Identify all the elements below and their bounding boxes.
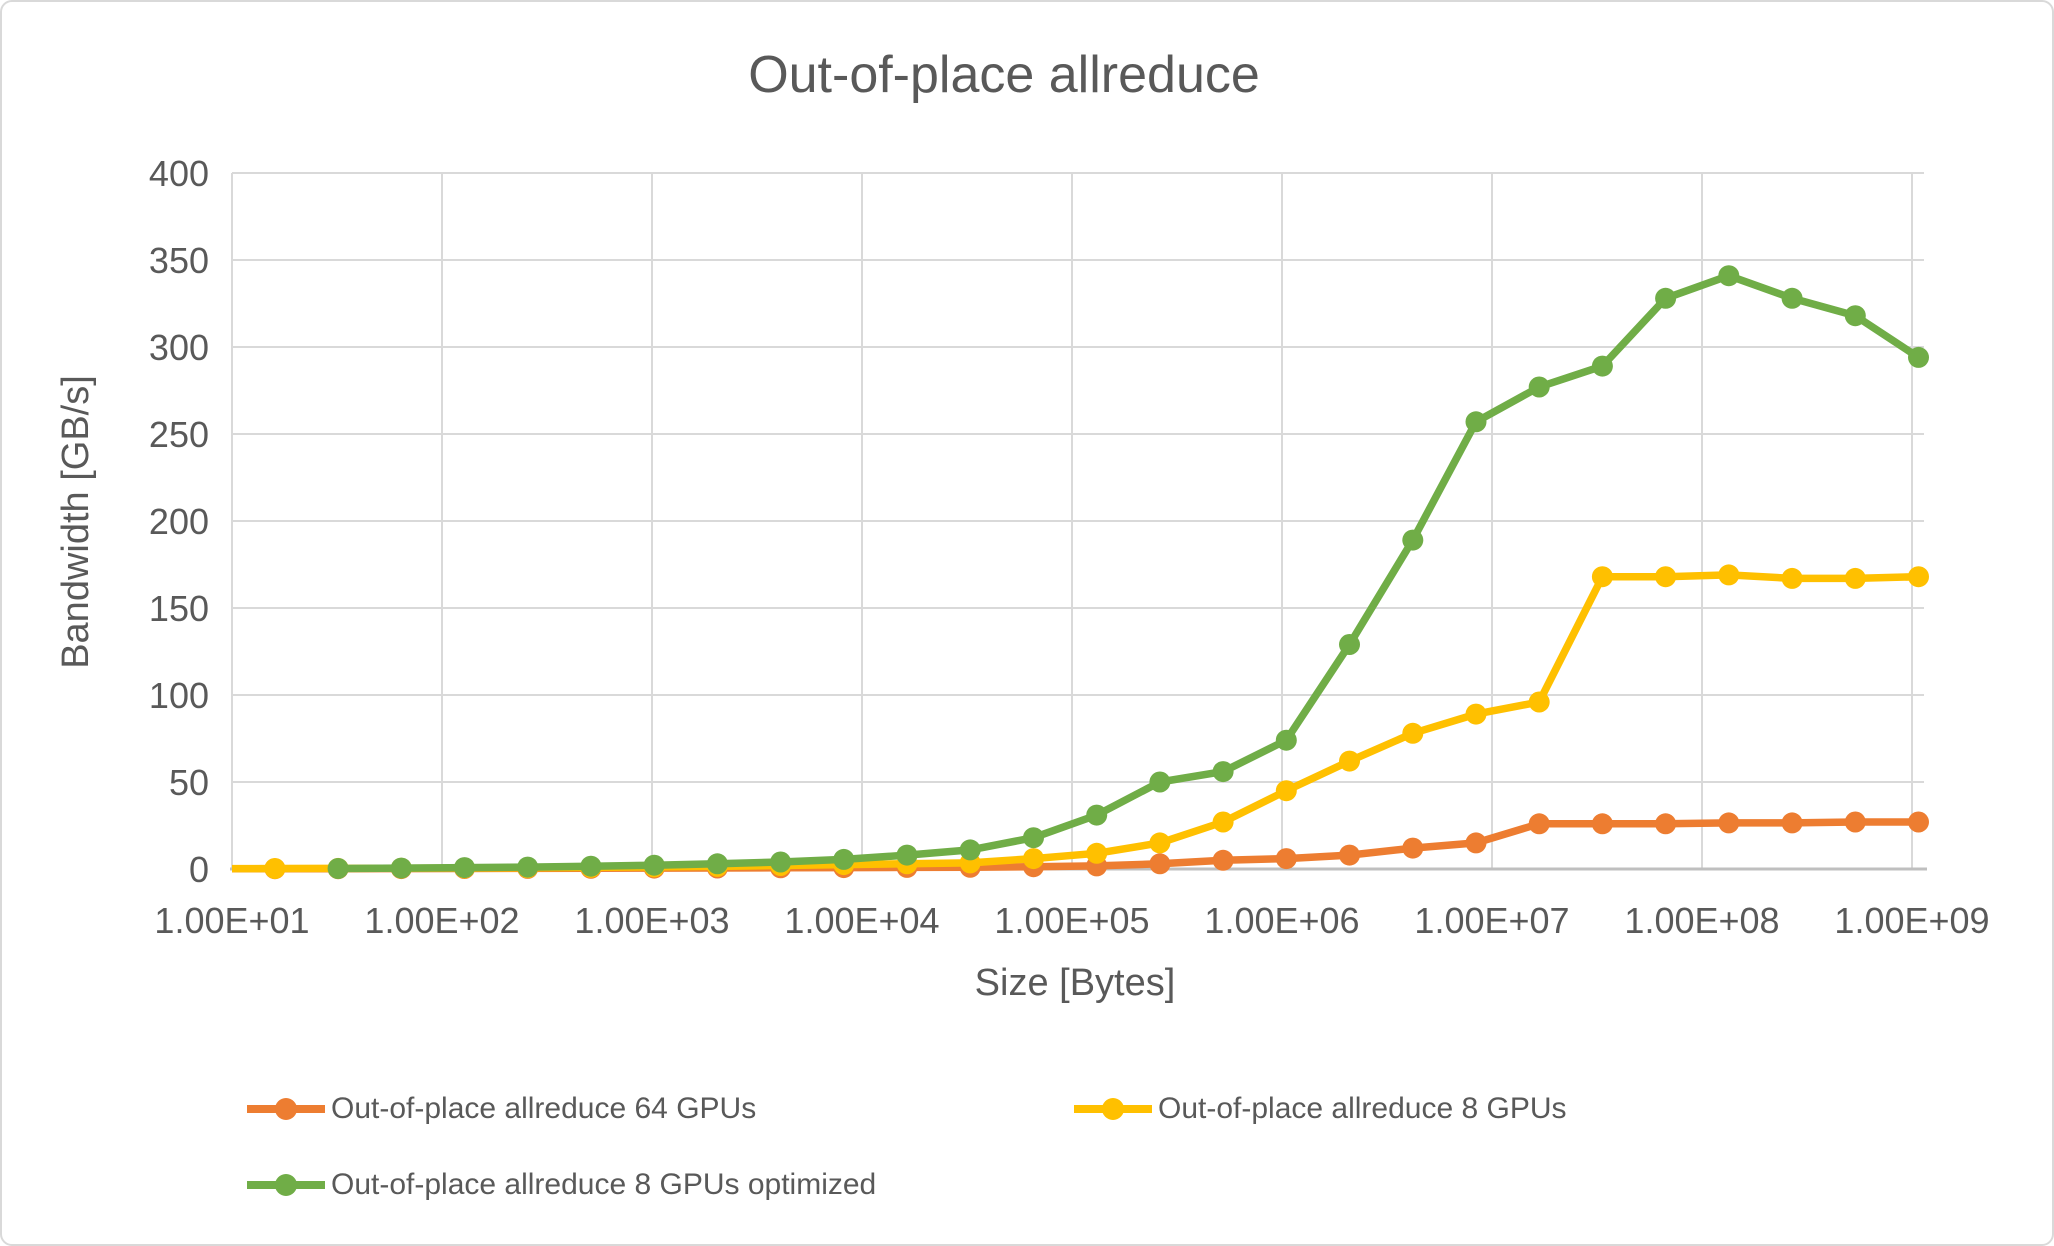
data-point — [1908, 811, 1929, 833]
data-point — [1528, 813, 1550, 835]
y-tick-label: 50 — [169, 762, 209, 803]
data-point — [1908, 566, 1929, 588]
data-point — [770, 851, 792, 873]
data-point — [1591, 566, 1613, 588]
data-point — [1844, 305, 1866, 327]
data-point — [1655, 566, 1677, 588]
data-point — [1718, 564, 1740, 586]
data-point — [1781, 812, 1803, 834]
x-tick-label: 1.00E+03 — [574, 900, 729, 941]
y-tick-label: 400 — [149, 153, 209, 194]
data-point — [1275, 780, 1297, 802]
data-point — [1149, 853, 1171, 875]
data-point — [1655, 287, 1677, 309]
legend-label-8-gpus: Out-of-place allreduce 8 GPUs — [1158, 1092, 1567, 1125]
x-tick-label: 1.00E+02 — [364, 900, 519, 941]
data-point — [1718, 812, 1740, 834]
data-point — [896, 844, 918, 866]
data-point — [1844, 811, 1866, 833]
legend-marker-8-gpus-icon — [1074, 1097, 1152, 1121]
x-tick-label: 1.00E+08 — [1624, 900, 1779, 941]
data-point — [327, 858, 349, 879]
legend-label-8-gpus-optimized: Out-of-place allreduce 8 GPUs optimized — [331, 1168, 877, 1201]
data-point — [1718, 265, 1740, 287]
data-point — [1465, 411, 1487, 433]
y-tick-label: 150 — [149, 588, 209, 629]
data-point — [706, 853, 728, 875]
data-point — [1528, 691, 1550, 713]
data-point — [517, 856, 539, 878]
data-point — [1275, 729, 1297, 751]
legend-item-8-gpus: Out-of-place allreduce 8 GPUs — [1074, 1091, 1567, 1127]
y-tick-label: 350 — [149, 240, 209, 281]
x-tick-label: 1.00E+01 — [154, 900, 309, 941]
y-axis-title: Bandwidth [GB/s] — [55, 375, 97, 669]
data-point — [1023, 827, 1044, 849]
data-point — [1402, 529, 1424, 551]
data-point — [1086, 842, 1108, 864]
data-point — [1528, 376, 1550, 398]
data-point — [959, 839, 981, 861]
x-tick-label: 1.00E+07 — [1414, 900, 1569, 941]
data-point — [1339, 634, 1360, 655]
data-point — [643, 854, 665, 876]
chart-title: Out-of-place allreduce — [748, 46, 1260, 104]
y-tick-label: 200 — [149, 501, 209, 542]
data-point — [833, 848, 855, 870]
x-tick-label: 1.00E+04 — [784, 900, 939, 941]
legend-marker-8-gpus-optimized-icon — [247, 1173, 325, 1197]
x-tick-labels: 1.00E+01 1.00E+02 1.00E+03 1.00E+04 1.00E+05… — [154, 900, 1989, 941]
data-point — [580, 855, 602, 877]
data-point — [1149, 832, 1171, 854]
data-point — [1212, 811, 1234, 833]
data-point — [1781, 567, 1803, 589]
x-axis-title: Size [Bytes] — [974, 962, 1176, 1004]
data-point — [1086, 804, 1108, 826]
data-point — [1149, 771, 1171, 793]
y-tick-label: 0 — [189, 849, 209, 890]
data-point — [1465, 832, 1487, 854]
data-point — [1655, 813, 1677, 835]
data-point — [1212, 761, 1234, 783]
data-point — [264, 858, 286, 879]
data-point — [1465, 703, 1487, 725]
legend-label-64-gpus: Out-of-place allreduce 64 GPUs — [331, 1092, 757, 1125]
y-tick-label: 100 — [149, 675, 209, 716]
series-line — [334, 271, 1923, 873]
y-tick-label: 250 — [149, 414, 209, 455]
y-tick-labels: 0 50 100 150 200 250 300 350 400 — [149, 153, 209, 890]
x-tick-label: 1.00E+09 — [1834, 900, 1989, 941]
legend-marker-64-gpus-icon — [247, 1097, 325, 1121]
data-point — [390, 857, 412, 879]
x-tick-label: 1.00E+06 — [1204, 900, 1359, 941]
data-point — [1212, 849, 1234, 871]
data-point — [1844, 567, 1866, 589]
data-point — [454, 857, 475, 879]
data-point — [1402, 722, 1424, 744]
data-point — [1591, 355, 1613, 377]
data-point — [1339, 844, 1360, 866]
x-tick-label: 1.00E+05 — [994, 900, 1149, 941]
y-gridlines — [232, 172, 1924, 783]
data-point — [1023, 848, 1044, 870]
data-point — [1402, 837, 1424, 859]
data-point — [1908, 346, 1929, 368]
legend-item-8-gpus-optimized: Out-of-place allreduce 8 GPUs optimized — [247, 1167, 876, 1203]
y-tick-label: 300 — [149, 327, 209, 368]
series-out-of-place-allreduce-8-gpus-optimized — [327, 265, 1929, 879]
data-point — [1339, 750, 1360, 772]
data-point — [1275, 848, 1297, 870]
data-point — [1781, 287, 1803, 309]
data-point — [1591, 813, 1613, 835]
legend-item-64-gpus: Out-of-place allreduce 64 GPUs — [247, 1091, 756, 1127]
